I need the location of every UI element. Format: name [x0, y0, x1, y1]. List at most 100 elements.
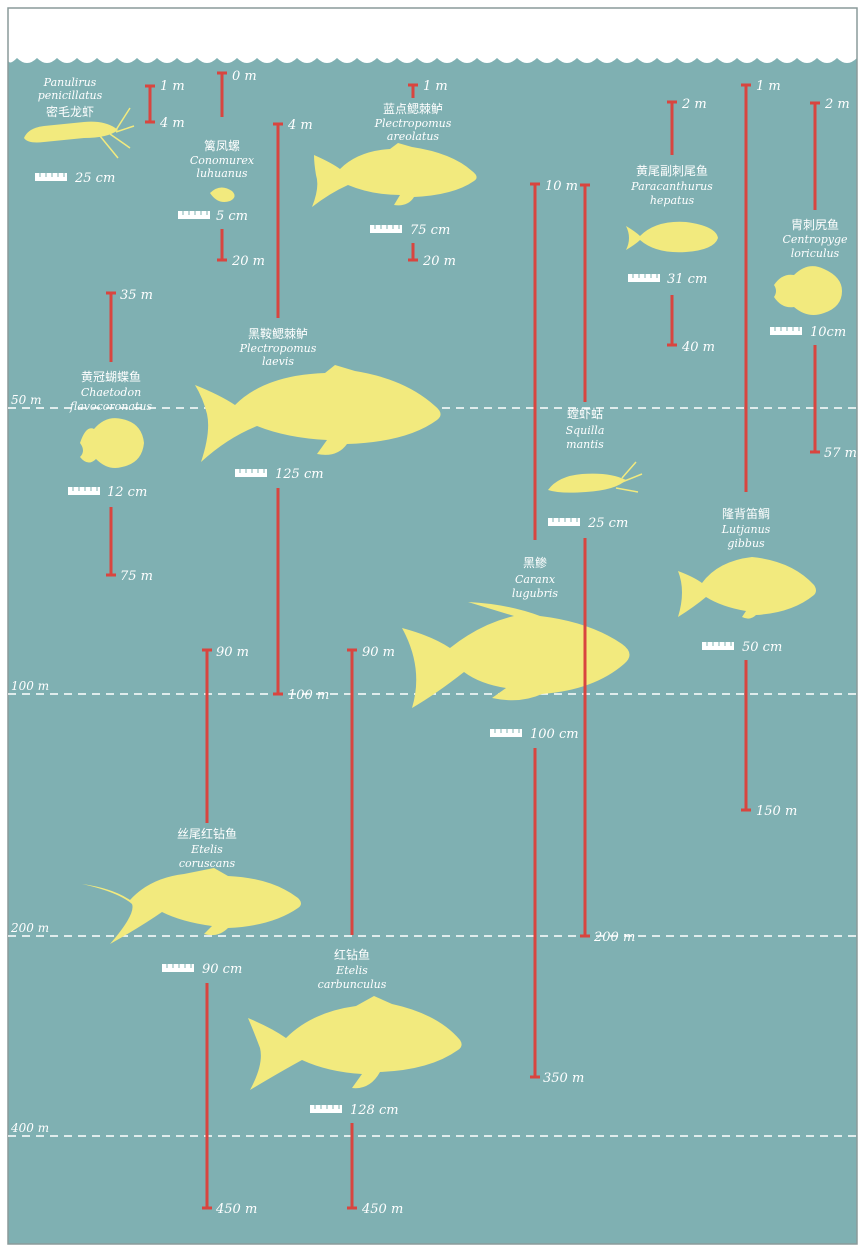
size-label: 128 cm — [350, 1103, 399, 1118]
species-caranx: 10 m 350 m 黑鲹 Caranx lugubris 100 cm — [402, 179, 630, 1086]
latin-name: luhuanus — [196, 167, 247, 180]
common-name: 黑鲹 — [523, 556, 547, 570]
depth-max-label: 450 m — [215, 1202, 257, 1217]
ruler-icon — [68, 487, 100, 495]
common-name: 黑鞍鳃棘鲈 — [248, 326, 308, 341]
latin-name: mantis — [566, 438, 604, 451]
latin-name: lugubris — [512, 587, 559, 600]
latin-name: penicillatus — [38, 89, 103, 102]
snapper-icon — [248, 996, 462, 1090]
ruler-icon — [548, 518, 580, 526]
snapper-icon — [678, 557, 816, 619]
size-label: 100 cm — [530, 727, 579, 742]
common-name: 密毛龙虾 — [46, 104, 94, 119]
butterflyfish-icon — [80, 418, 144, 468]
species-panulirus: 1 m 4 m Panulirus penicillatus 密毛龙虾 25 c… — [24, 76, 185, 186]
depth-range-bar — [217, 71, 227, 262]
ruler-icon — [490, 729, 522, 737]
common-name: 丝尾红钻鱼 — [177, 826, 237, 841]
depth-min-label: 1 m — [423, 79, 448, 94]
species-centropyge: 2 m 57 m 胄刺尻鱼 Centropyge loriculus 10cm — [770, 97, 857, 461]
trevally-icon — [402, 602, 630, 708]
depth-min-label: 1 m — [756, 79, 781, 94]
depth-max-label: 450 m — [361, 1202, 403, 1217]
depth-range-bar — [530, 182, 540, 1079]
frame-border — [7, 7, 858, 1245]
size-label: 31 cm — [667, 272, 707, 287]
surgeonfish-icon — [626, 221, 718, 253]
common-name: 篱凤螺 — [204, 138, 240, 153]
latin-name: Panulirus — [43, 76, 97, 89]
latin-name: carbunculus — [318, 978, 387, 991]
species-plectropomus-areolatus: 1 m 20 m 蓝点鳃棘鲈 Plectropomus areolatus 75… — [312, 79, 477, 269]
species-chaetodon: 35 m 75 m 黄冠蝴蝶鱼 Chaetodon flavocoronatus… — [68, 288, 153, 584]
depth-min-label: 4 m — [287, 118, 313, 133]
ruler-icon — [628, 274, 660, 282]
reference-line-label: 200 m — [10, 921, 49, 935]
ruler-icon — [235, 469, 267, 477]
snapper-icon — [82, 868, 301, 944]
depth-max-label: 40 m — [681, 340, 715, 355]
depth-min-label: 0 m — [232, 69, 257, 84]
angelfish-icon — [774, 266, 842, 315]
latin-name: Etelis — [190, 843, 223, 856]
latin-name: hepatus — [650, 194, 695, 207]
size-label: 50 cm — [742, 640, 782, 655]
species-conomurex: 0 m 20 m 篱凤螺 Conomurex luhuanus 5 cm — [178, 69, 265, 269]
size-label: 90 cm — [202, 962, 242, 977]
depth-min-label: 2 m — [681, 97, 707, 112]
latin-name: coruscans — [179, 857, 236, 870]
latin-name: gibbus — [727, 537, 765, 550]
depth-min-label: 90 m — [216, 645, 249, 660]
species-paracanthurus: 2 m 40 m 黄尾副刺尾鱼 Paracanthurus hepatus 31… — [626, 97, 718, 355]
species-plectropomus-laevis: 4 m 100 m 黑鞍鳃棘鲈 Plectropomus laevis 125 … — [195, 118, 441, 703]
reference-line-label: 100 m — [11, 679, 49, 693]
species-squilla: 200 m 螳虾蛄 Squilla mantis 25 cm — [548, 183, 643, 945]
depth-max-label: 20 m — [231, 254, 265, 269]
common-name: 隆背笛鲷 — [722, 506, 770, 521]
latin-name: loriculus — [791, 247, 840, 260]
depth-min-label: 90 m — [362, 645, 395, 660]
species-etelis-carbunculus: 90 m 450 m 红钻鱼 Etelis carbunculus 128 cm — [248, 645, 462, 1217]
mantis-shrimp-icon — [548, 461, 643, 493]
depth-min-label: 10 m — [545, 179, 578, 194]
latin-name: flavocoronatus — [69, 400, 153, 413]
depth-min-label: 2 m — [824, 97, 850, 112]
ruler-icon — [35, 173, 67, 181]
ruler-icon — [770, 327, 802, 335]
depth-max-label: 20 m — [422, 254, 456, 269]
common-name: 黄冠蝴蝶鱼 — [81, 369, 141, 384]
depth-max-label: 100 m — [288, 688, 329, 703]
ruler-icon — [162, 964, 194, 972]
common-name: 黄尾副刺尾鱼 — [636, 164, 708, 178]
surface-waves — [8, 8, 857, 63]
common-name: 蓝点鳃棘鲈 — [383, 102, 443, 116]
common-name: 螳虾蛄 — [567, 407, 603, 421]
size-label: 125 cm — [275, 467, 324, 482]
depth-range-bar — [145, 84, 155, 124]
reference-line-200m: 200 m — [8, 921, 857, 937]
latin-name: Paracanthurus — [630, 180, 713, 193]
latin-name: Caranx — [515, 573, 556, 586]
latin-name: Conomurex — [190, 154, 255, 167]
depth-min-label: 35 m — [120, 288, 153, 303]
ruler-icon — [702, 642, 734, 650]
latin-name: areolatus — [387, 130, 440, 143]
common-name: 胄刺尻鱼 — [791, 218, 839, 232]
ruler-icon — [310, 1105, 342, 1113]
lobster-icon — [24, 107, 135, 159]
size-label: 10cm — [810, 325, 846, 340]
grouper-icon — [312, 143, 477, 207]
depth-range-bar — [667, 100, 677, 347]
depth-min-label: 1 m — [160, 79, 185, 94]
latin-name: Squilla — [566, 424, 605, 437]
latin-name: Chaetodon — [81, 386, 141, 399]
latin-name: Etelis — [335, 964, 368, 977]
ruler-icon — [178, 211, 210, 219]
depth-max-label: 150 m — [756, 804, 797, 819]
depth-range-bar — [810, 101, 820, 454]
depth-range-bar — [202, 648, 212, 1210]
latin-name: laevis — [262, 355, 294, 368]
depth-range-bar — [408, 83, 418, 262]
